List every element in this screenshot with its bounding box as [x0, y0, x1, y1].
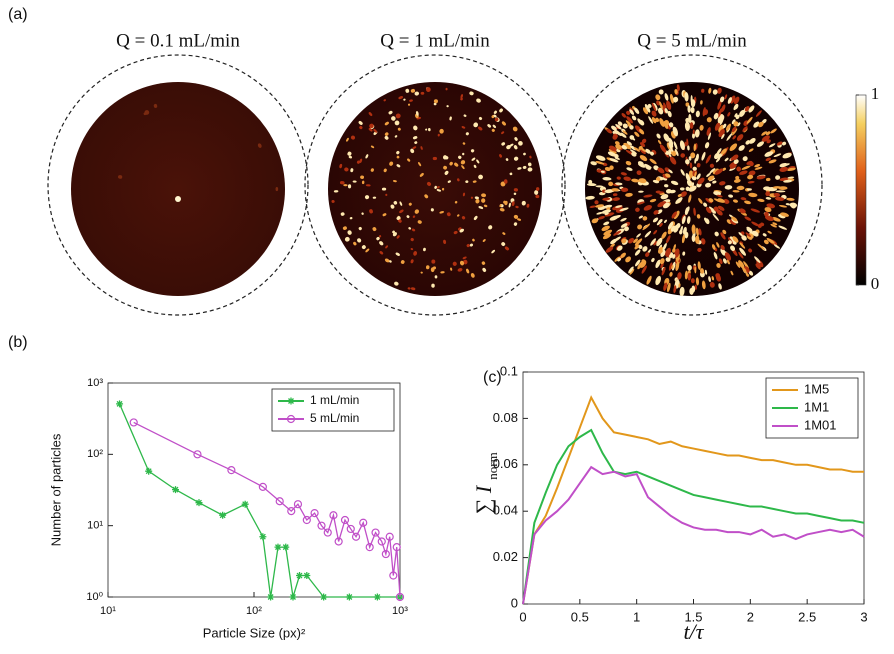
image-speck [433, 157, 437, 160]
y-tick-label: 0.1 [500, 363, 518, 378]
y-tick-label: 10⁰ [86, 591, 103, 603]
marker [274, 544, 281, 551]
marker [116, 400, 123, 407]
panel-label: (b) [8, 334, 28, 351]
x-tick-label: 10² [246, 605, 262, 617]
marker [320, 594, 327, 601]
y-axis-label: ∑ I [471, 484, 496, 514]
image-speck [382, 188, 386, 191]
y-tick-label: 10² [87, 448, 103, 460]
y-axis-label: Number of particles [48, 433, 63, 546]
marker [296, 572, 303, 579]
marker [242, 501, 249, 508]
marker [172, 486, 179, 493]
x-tick-label: 10¹ [100, 605, 116, 617]
series-line [523, 430, 864, 604]
legend-marker [288, 398, 295, 405]
y-tick-label: 10¹ [87, 520, 103, 532]
image-speck [276, 187, 279, 191]
y-tick-label: 0.04 [493, 503, 518, 518]
legend-label: 5 mL/min [310, 411, 359, 425]
x-axis-label: Particle Size (px)² [203, 625, 306, 640]
y-tick-label: 0.08 [493, 410, 518, 425]
colorbar-tick-label: 1 [871, 84, 880, 103]
legend-label: 1M01 [804, 417, 837, 432]
y-tick-label: 0 [511, 595, 518, 610]
x-tick-label: 2 [747, 609, 754, 624]
colorbar-tick-label: 0 [871, 274, 880, 293]
marker [282, 544, 289, 551]
marker [130, 419, 137, 426]
image-title: Q = 5 mL/min [637, 30, 747, 51]
marker [259, 533, 266, 540]
image-center [175, 196, 181, 202]
x-tick-label: 0 [519, 609, 526, 624]
y-tick-label: 10³ [87, 377, 103, 389]
x-tick-label: 1 [633, 609, 640, 624]
image [328, 82, 542, 296]
image-title: Q = 1 mL/min [380, 30, 490, 51]
legend-label: 1M1 [804, 399, 829, 414]
panel-label: (a) [8, 6, 28, 23]
panel-label: (c) [483, 369, 502, 386]
legend-label: 1M5 [804, 381, 829, 396]
images [48, 55, 822, 315]
x-tick-label: 2.5 [798, 609, 816, 624]
y-tick-label: 0.02 [493, 549, 518, 564]
legend-label: 1 mL/min [310, 393, 359, 407]
y-axis-label-sub: norm [485, 452, 500, 479]
marker [195, 499, 202, 506]
marker [267, 594, 274, 601]
marker [219, 512, 226, 519]
image-title: Q = 0.1 mL/min [116, 30, 240, 51]
x-tick-label: 0.5 [571, 609, 589, 624]
series-line [523, 467, 864, 604]
figure: (a) Q = 0.1 mL/min Q = 1 mL/min Q = 5 mL/m… [0, 0, 894, 654]
image [71, 82, 285, 296]
series-line [120, 404, 400, 597]
x-axis-label: t/τ [683, 619, 704, 644]
x-tick-label: 3 [860, 609, 867, 624]
marker [374, 594, 381, 601]
x-tick-label: 10³ [392, 605, 408, 617]
colorbar [856, 95, 866, 285]
marker [346, 594, 353, 601]
marker [303, 572, 310, 579]
marker [145, 468, 152, 475]
image-speck [536, 187, 539, 191]
marker [290, 594, 297, 601]
